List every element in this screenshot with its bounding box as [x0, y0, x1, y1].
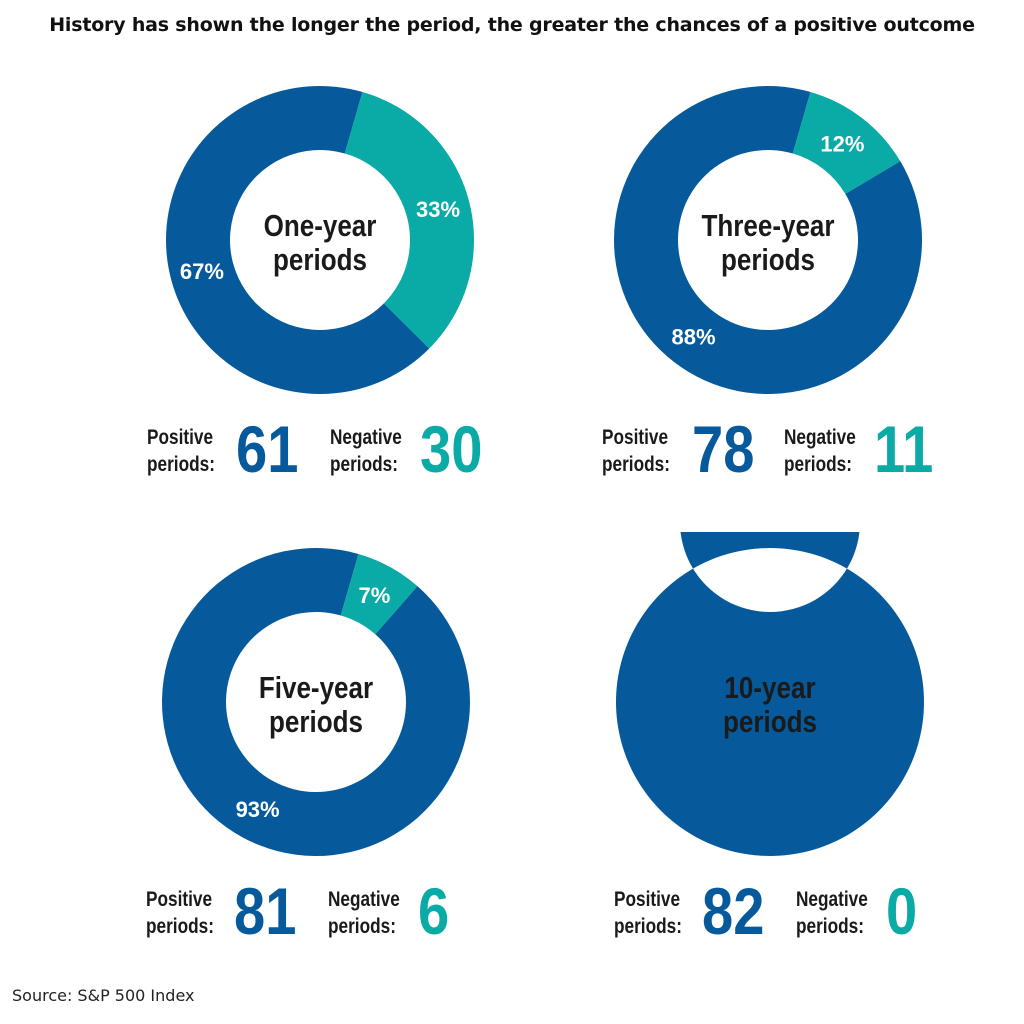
- negative-periods-value: 6: [418, 874, 450, 948]
- slice-label: 88%: [672, 325, 716, 350]
- negative-periods-label: Negative periods:: [328, 888, 400, 938]
- negative-periods-label: Negative periods:: [784, 426, 856, 476]
- donut-panel-five-year: 93% 7% Five-year periods Positive periods: …: [0, 532, 512, 1002]
- positive-slice: [166, 85, 430, 394]
- slice-label: 93%: [236, 797, 280, 822]
- source-note: Source: S&P 500 Index: [12, 986, 195, 1005]
- center-label: periods: [721, 243, 815, 278]
- positive-slice: [162, 548, 470, 856]
- negative-periods-value: 0: [886, 874, 918, 948]
- negative-slice: [340, 553, 418, 635]
- donut-panel-three-year: 88% 12% Three-year periods Positive periods…: [450, 70, 962, 540]
- chart-title: History has shown the longer the period,…: [49, 14, 975, 36]
- center-label: Three-year: [701, 209, 834, 244]
- slice-label: 7%: [359, 583, 391, 608]
- positive-periods-value: 78: [692, 412, 755, 486]
- center-label: periods: [723, 705, 817, 740]
- negative-periods-value: 11: [874, 412, 934, 486]
- negative-slice: [792, 91, 901, 194]
- positive-periods-value: 82: [702, 874, 765, 948]
- center-label: Five-year: [259, 671, 373, 706]
- negative-periods-label: Negative periods:: [330, 426, 402, 476]
- donut-panel-ten-year: 100% 10-year periods Positive periods: 82 …: [450, 532, 962, 1002]
- negative-slice: [344, 91, 474, 349]
- positive-slice: [616, 532, 924, 856]
- center-label: periods: [273, 243, 367, 278]
- negative-periods-label: Negative periods:: [796, 888, 868, 938]
- donut-panel-one-year: 67% 33% One-year periods Positive periods: …: [0, 70, 512, 540]
- positive-periods-label: Positive periods:: [146, 888, 214, 938]
- slice-label: 12%: [820, 131, 864, 156]
- positive-periods-label: Positive periods:: [602, 426, 670, 476]
- positive-slice: [613, 86, 922, 394]
- positive-periods-value: 81: [234, 874, 297, 948]
- positive-periods-label: Positive periods:: [614, 888, 682, 938]
- positive-periods-label: Positive periods:: [147, 426, 215, 476]
- slice-label: 33%: [416, 197, 460, 222]
- slice-label: 67%: [180, 259, 224, 284]
- center-label: One-year: [264, 209, 377, 244]
- center-label: 10-year: [724, 671, 815, 706]
- negative-periods-value: 30: [420, 412, 483, 486]
- positive-periods-value: 61: [236, 412, 299, 486]
- center-label: periods: [269, 705, 363, 740]
- slice-label: 100%: [742, 568, 798, 593]
